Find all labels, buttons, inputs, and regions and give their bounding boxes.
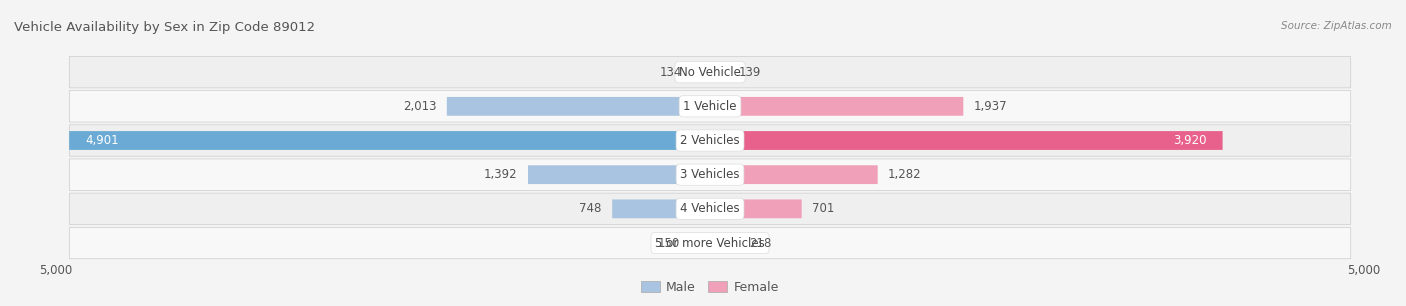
- FancyBboxPatch shape: [612, 200, 710, 218]
- Text: 3 Vehicles: 3 Vehicles: [681, 168, 740, 181]
- Text: 4,901: 4,901: [84, 134, 118, 147]
- FancyBboxPatch shape: [69, 91, 1351, 122]
- FancyBboxPatch shape: [69, 56, 1351, 88]
- Text: 1,392: 1,392: [484, 168, 517, 181]
- FancyBboxPatch shape: [693, 63, 710, 82]
- Text: No Vehicle: No Vehicle: [679, 66, 741, 79]
- Text: 1 Vehicle: 1 Vehicle: [683, 100, 737, 113]
- FancyBboxPatch shape: [710, 200, 801, 218]
- FancyBboxPatch shape: [69, 131, 710, 150]
- Text: 701: 701: [813, 202, 835, 215]
- Text: 218: 218: [749, 237, 772, 249]
- Text: 1,937: 1,937: [974, 100, 1007, 113]
- Text: 134: 134: [659, 66, 682, 79]
- Text: 1,282: 1,282: [889, 168, 922, 181]
- Text: 3,920: 3,920: [1174, 134, 1206, 147]
- Text: Vehicle Availability by Sex in Zip Code 89012: Vehicle Availability by Sex in Zip Code …: [14, 21, 315, 34]
- FancyBboxPatch shape: [710, 233, 738, 252]
- Text: 748: 748: [579, 202, 602, 215]
- Text: 5 or more Vehicles: 5 or more Vehicles: [655, 237, 765, 249]
- Text: 4 Vehicles: 4 Vehicles: [681, 202, 740, 215]
- FancyBboxPatch shape: [69, 193, 1351, 225]
- FancyBboxPatch shape: [447, 97, 710, 116]
- Text: 150: 150: [658, 237, 681, 249]
- FancyBboxPatch shape: [710, 131, 1223, 150]
- FancyBboxPatch shape: [710, 63, 728, 82]
- Legend: Male, Female: Male, Female: [637, 276, 783, 299]
- Text: 139: 139: [738, 66, 761, 79]
- FancyBboxPatch shape: [710, 97, 963, 116]
- FancyBboxPatch shape: [690, 233, 710, 252]
- Text: 2,013: 2,013: [404, 100, 436, 113]
- FancyBboxPatch shape: [529, 165, 710, 184]
- FancyBboxPatch shape: [69, 159, 1351, 190]
- FancyBboxPatch shape: [69, 227, 1351, 259]
- Text: Source: ZipAtlas.com: Source: ZipAtlas.com: [1281, 21, 1392, 32]
- FancyBboxPatch shape: [69, 125, 1351, 156]
- Text: 2 Vehicles: 2 Vehicles: [681, 134, 740, 147]
- FancyBboxPatch shape: [710, 165, 877, 184]
